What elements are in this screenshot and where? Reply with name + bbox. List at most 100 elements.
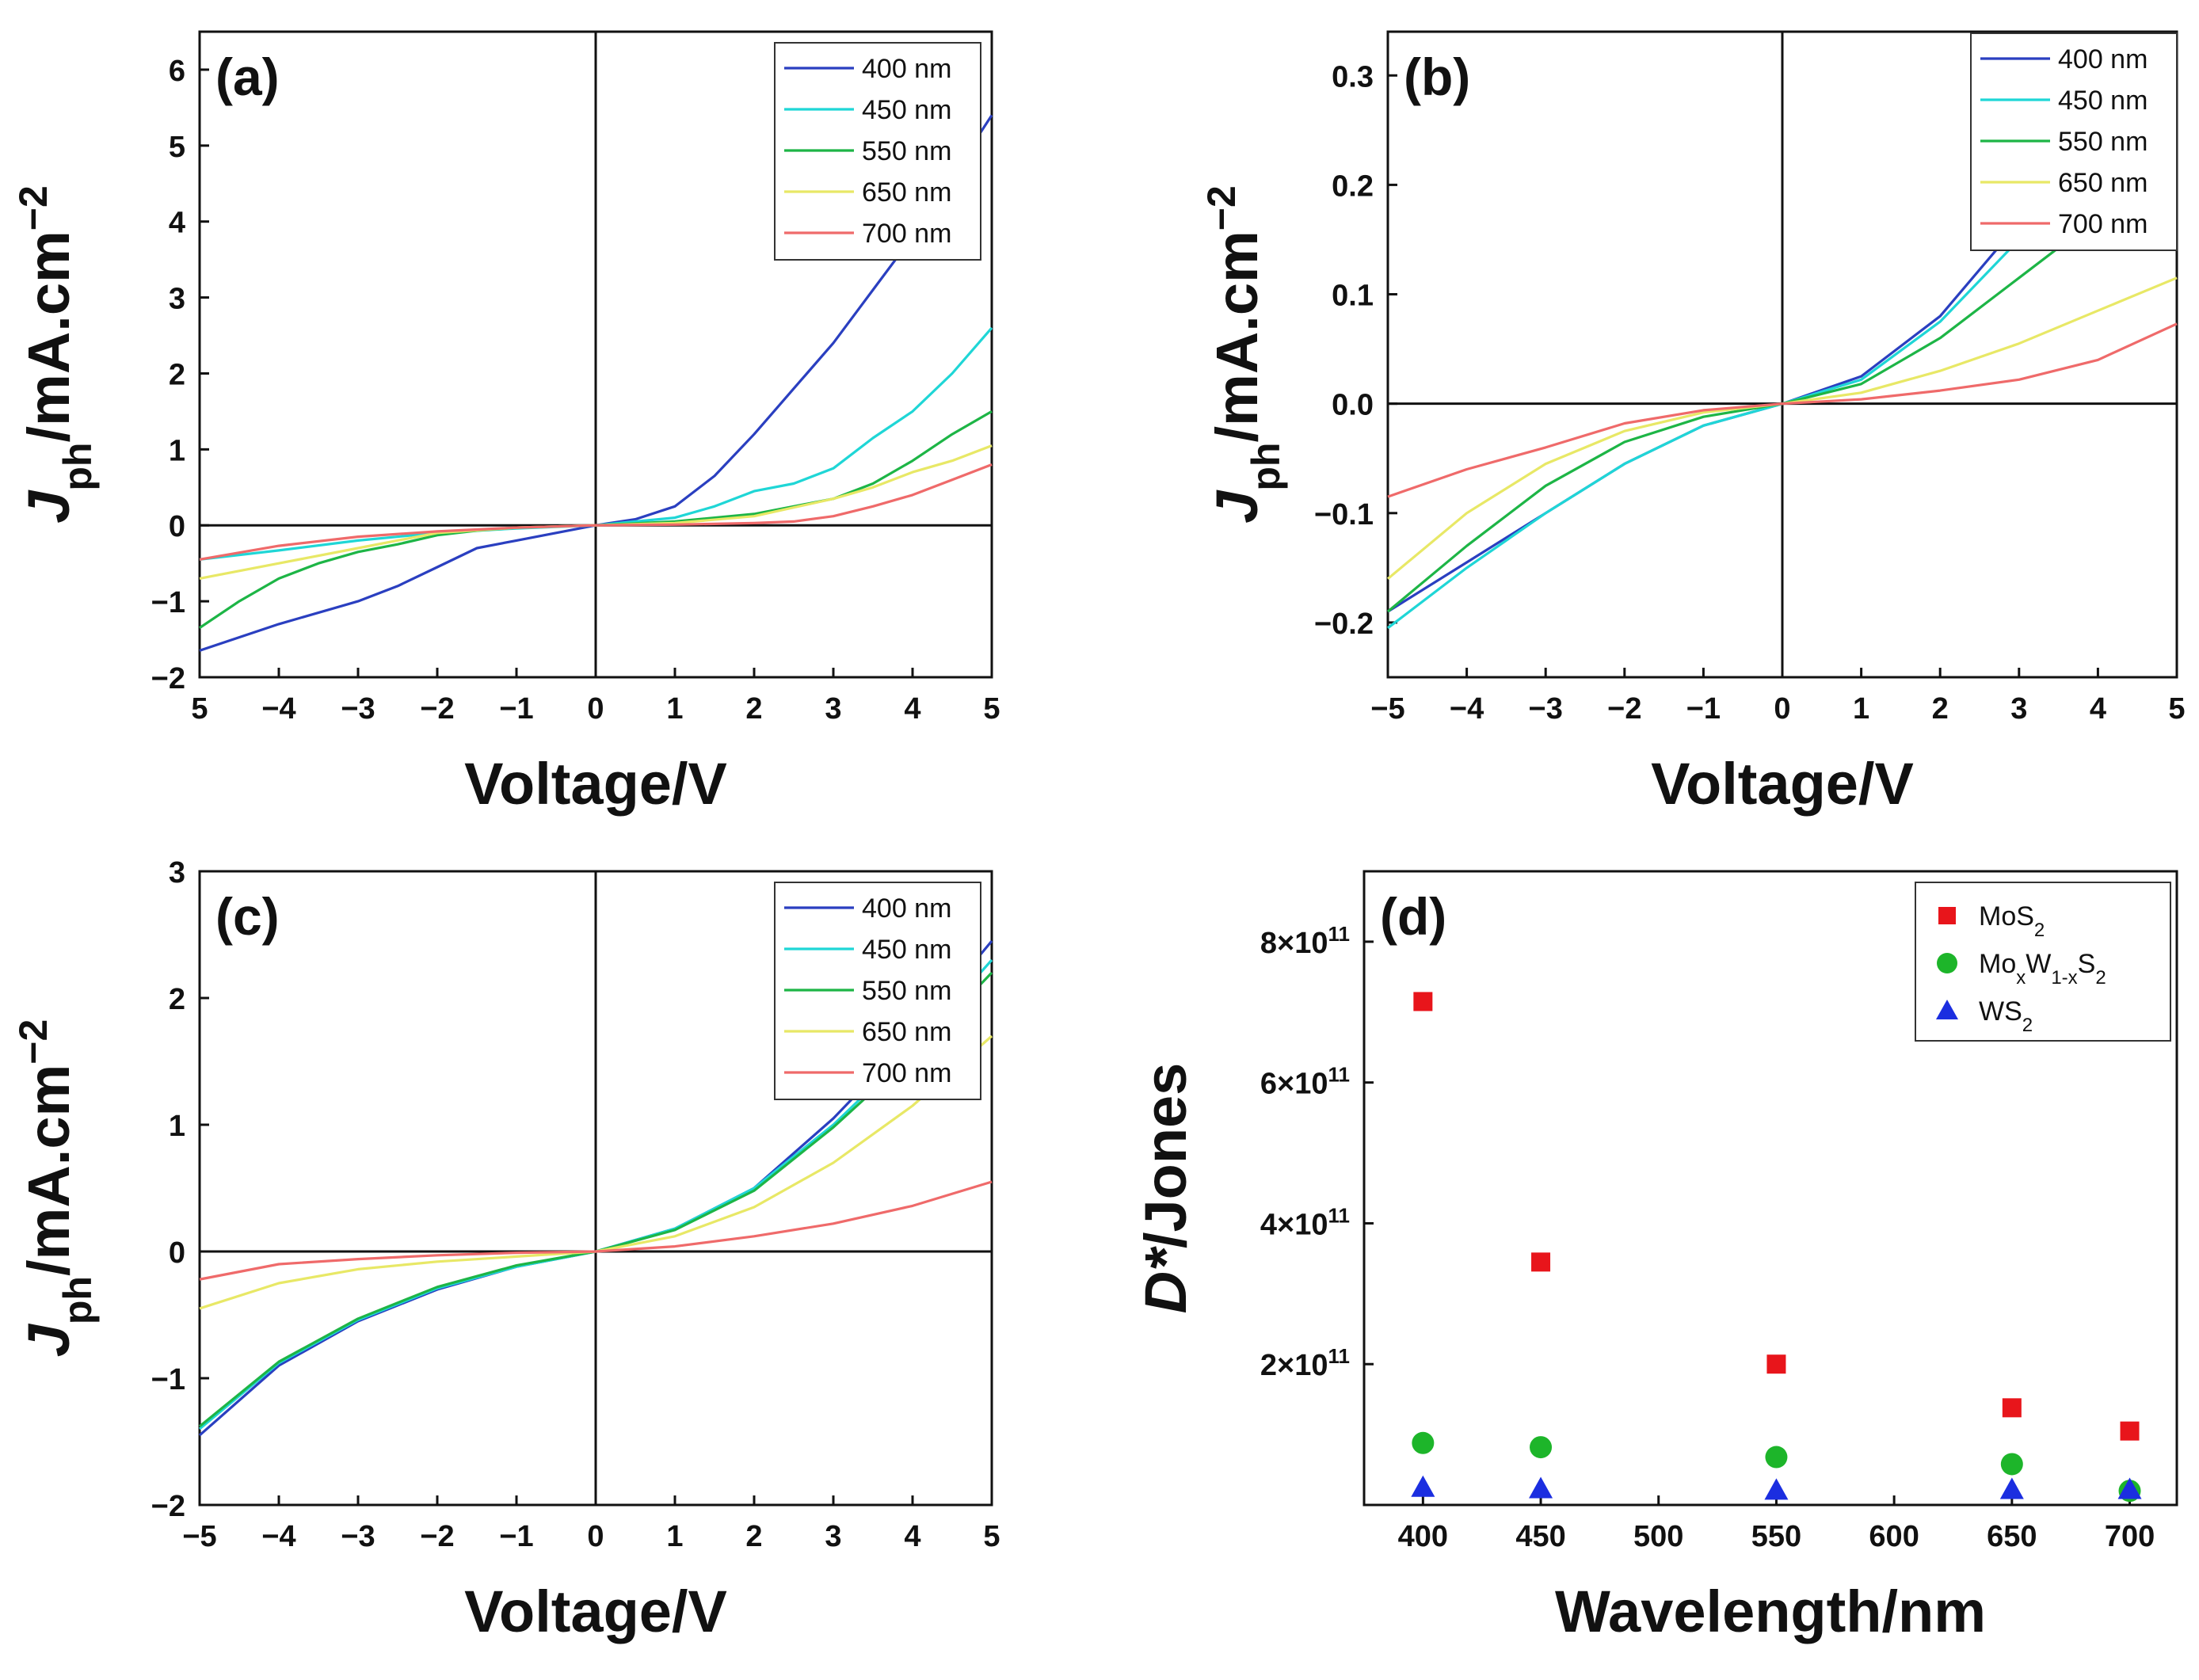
x-tick-label: 4	[904, 1520, 920, 1553]
legend-text: S	[2078, 949, 2096, 979]
series-line-450-nm	[199, 326, 993, 561]
panel-c: −5 −4 −3 −2 −1 0 1 2 3 4 5 −2 −1 0 1 2 3 Voltage/V Jph/mA.…	[11, 856, 1000, 1644]
y-label-units: /Jones	[1133, 1063, 1199, 1248]
marker-ws2	[2117, 1477, 2142, 1499]
y-tick-label: 6	[169, 55, 185, 88]
marker-ws2	[1411, 1475, 1435, 1497]
y-tick-label: 4×1011	[1260, 1203, 1350, 1241]
y-tick-label: 0.3	[1332, 60, 1374, 93]
marker-mos2	[2120, 1421, 2140, 1441]
y-tick-label: −2	[151, 662, 185, 695]
x-tick-label: 400	[1398, 1520, 1448, 1553]
legend-label: 400 nm	[862, 54, 951, 84]
panel-d: 400 450 500 550 600 650 7002×10114×10116×10118…	[1133, 870, 2178, 1644]
marker-mos2	[2002, 1398, 2022, 1418]
x-tick-label: −3	[1529, 692, 1563, 726]
y-label-units: /mA.cm	[16, 230, 82, 442]
legend-label: 450 nm	[862, 935, 951, 965]
legend-label: 400 nm	[862, 893, 951, 924]
legend-marker-square	[1938, 907, 1956, 924]
legend-subscript: 2	[2095, 967, 2106, 989]
x-tick-label: 500	[1633, 1520, 1683, 1553]
y-tick-label: 3	[169, 856, 185, 890]
x-tick-label: 550	[1751, 1520, 1801, 1553]
x-tick-label: 2	[745, 692, 762, 726]
y-tick-exponent: 11	[1328, 1063, 1351, 1087]
legend-text: Mo	[1979, 949, 2016, 979]
x-tick-label: 1	[666, 1520, 683, 1553]
x-tick-label: 3	[825, 1520, 841, 1553]
y-tick-exponent: 11	[1328, 1344, 1351, 1368]
panel-label: (a)	[215, 48, 280, 106]
y-tick-label: −1	[151, 1363, 185, 1396]
y-label-symbol: J	[16, 490, 82, 524]
legend-label: 550 nm	[2058, 127, 2148, 157]
panel-label: (b)	[1404, 48, 1470, 106]
y-tick-mantissa: 8×10	[1260, 927, 1328, 960]
legend-label: 700 nm	[862, 1058, 951, 1088]
x-tick-label: 3	[825, 692, 841, 726]
x-tick-label: 650	[1987, 1520, 2037, 1553]
x-tick-label: 5	[191, 692, 208, 726]
x-tick-label: −1	[499, 692, 533, 726]
legend-label: 650 nm	[862, 177, 951, 208]
x-tick-label: −3	[341, 1520, 375, 1553]
legend-subscript: 1-x	[2051, 967, 2077, 989]
legend-label: 700 nm	[862, 219, 951, 249]
legend-label: 400 nm	[2058, 44, 2148, 74]
x-tick-label: −5	[182, 1520, 216, 1553]
x-tick-label: 3	[2010, 692, 2027, 726]
x-tick-label: 4	[2090, 692, 2106, 726]
y-tick-label: −2	[151, 1490, 185, 1523]
y-label-symbol: D*	[1133, 1246, 1199, 1313]
x-tick-label: 2	[745, 1520, 762, 1553]
legend-label: 700 nm	[2058, 209, 2148, 239]
y-tick-label: 2×1011	[1260, 1344, 1350, 1382]
legend-label: 650 nm	[862, 1017, 951, 1047]
y-tick-label: 0	[169, 1236, 185, 1270]
marker-moxw1-xs2	[1765, 1446, 1788, 1469]
y-label-symbol: J	[1204, 490, 1270, 524]
y-tick-label: 2	[169, 983, 185, 1016]
marker-mos2	[1766, 1354, 1786, 1374]
y-label-superscript: −2	[11, 185, 55, 230]
y-tick-label: 4	[169, 207, 185, 240]
panel-b: −5 −4 −3 −2 −1 0 1 2 3 4 5 −0.2 −0.1 0.0 0.1 0.2 0.3 Volt…	[1199, 30, 2186, 817]
legend-label: MoS2	[1979, 901, 2045, 941]
legend-subscript: x	[2016, 967, 2026, 989]
y-tick-label: 5	[169, 131, 185, 164]
y-label-symbol: J	[16, 1323, 82, 1357]
x-tick-label: 1	[1853, 692, 1869, 726]
y-label-subscript: ph	[55, 1276, 100, 1324]
x-tick-label: −4	[261, 692, 295, 726]
y-tick-label: −1	[151, 586, 185, 619]
x-tick-label: 2	[1932, 692, 1949, 726]
x-axis-label: Voltage/V	[464, 1579, 727, 1644]
y-tick-mantissa: 4×10	[1260, 1208, 1328, 1241]
y-tick-label: −0.1	[1314, 498, 1374, 531]
legend-label: 450 nm	[2058, 86, 2148, 116]
x-tick-label: 0	[587, 1520, 604, 1553]
x-axis-label: Voltage/V	[464, 751, 727, 817]
plot-frame	[1362, 870, 2178, 1507]
y-tick-label: 6×1011	[1260, 1063, 1350, 1101]
y-tick-label: 2	[169, 358, 185, 391]
x-tick-label: −1	[1686, 692, 1721, 726]
x-tick-label: −2	[1607, 692, 1641, 726]
panel-label: (c)	[215, 887, 280, 946]
x-tick-label: 5	[983, 692, 1000, 726]
y-label-units: /mA.cm	[1204, 230, 1270, 442]
x-tick-label: −5	[1370, 692, 1404, 726]
x-tick-label: −2	[420, 692, 454, 726]
marker-ws2	[1764, 1478, 1789, 1500]
legend: 400 nm 450 nm 550 nm 650 nm 700 nm	[774, 882, 981, 1100]
panel-a: 5 −4 −3 −2 −1 0 1 2 3 4 5−2−10123456Voltage/VJph/m…	[11, 30, 1000, 817]
y-tick-label: 0	[169, 510, 185, 543]
legend-label: MoxW1-xS2	[1979, 949, 2106, 989]
x-tick-label: −4	[1450, 692, 1484, 726]
legend-label: WS2	[1979, 996, 2033, 1036]
x-tick-label: 0	[587, 692, 604, 726]
legend-label: 550 nm	[862, 976, 951, 1006]
y-label-subscript: ph	[1244, 443, 1288, 491]
y-label-units: /mA.cm	[16, 1065, 82, 1276]
